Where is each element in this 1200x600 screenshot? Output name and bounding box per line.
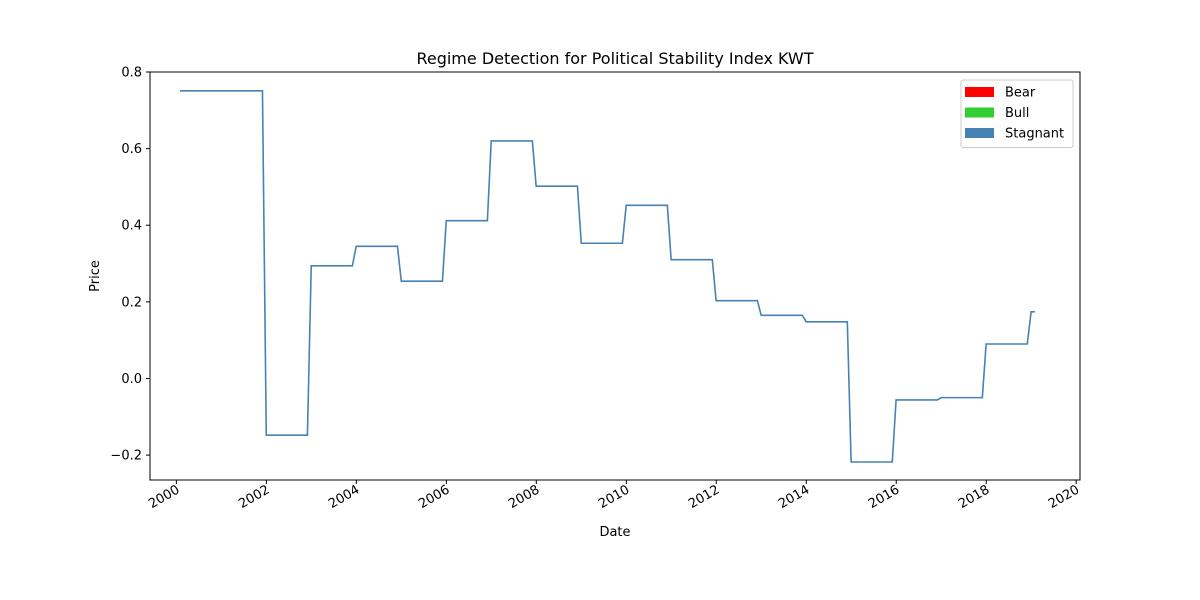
- legend-swatch-stagnant: [965, 128, 994, 138]
- series-line-0: [180, 89, 1035, 463]
- legend-label-stagnant: Stagnant: [1005, 127, 1064, 142]
- legend-label-bear: Bear: [1005, 86, 1036, 101]
- x-tick-label: 2014: [776, 482, 812, 512]
- chart-title: Regime Detection for Political Stability…: [416, 49, 813, 68]
- x-tick-label: 2020: [1046, 482, 1082, 512]
- y-tick-label: −0.2: [110, 449, 142, 464]
- y-tick-label: 0.2: [121, 295, 142, 310]
- x-tick-label: 2006: [416, 482, 452, 512]
- y-tick-label: 0.4: [121, 219, 142, 234]
- x-axis: 2000 2002 2004 2006 2008 2010 2012 2014 2016 2018…: [146, 480, 1082, 512]
- legend-swatch-bull: [965, 107, 994, 118]
- x-tick-label: 2010: [596, 482, 632, 512]
- x-tick-label: 2000: [146, 482, 182, 512]
- y-tick-label: 0.0: [121, 372, 142, 387]
- y-axis-label: Price: [88, 260, 103, 292]
- x-tick-label: 2002: [236, 482, 272, 512]
- x-tick-label: 2018: [956, 482, 992, 512]
- legend-label-bull: Bull: [1005, 106, 1029, 121]
- x-tick-label: 2004: [326, 482, 362, 512]
- x-tick-label: 2012: [686, 482, 722, 512]
- y-axis: −0.2 0.0 0.2 0.4 0.6 0.8: [110, 66, 150, 464]
- x-axis-label: Date: [599, 525, 630, 540]
- x-tick-label: 2008: [506, 482, 542, 512]
- legend: Bear Bull Stagnant: [960, 79, 1074, 148]
- legend-swatch-bear: [965, 87, 994, 97]
- y-tick-label: 0.6: [121, 142, 142, 157]
- x-tick-label: 2016: [866, 482, 902, 512]
- plot-area: [149, 71, 1081, 481]
- y-tick-label: 0.8: [121, 66, 142, 81]
- series-layer: [180, 89, 1035, 463]
